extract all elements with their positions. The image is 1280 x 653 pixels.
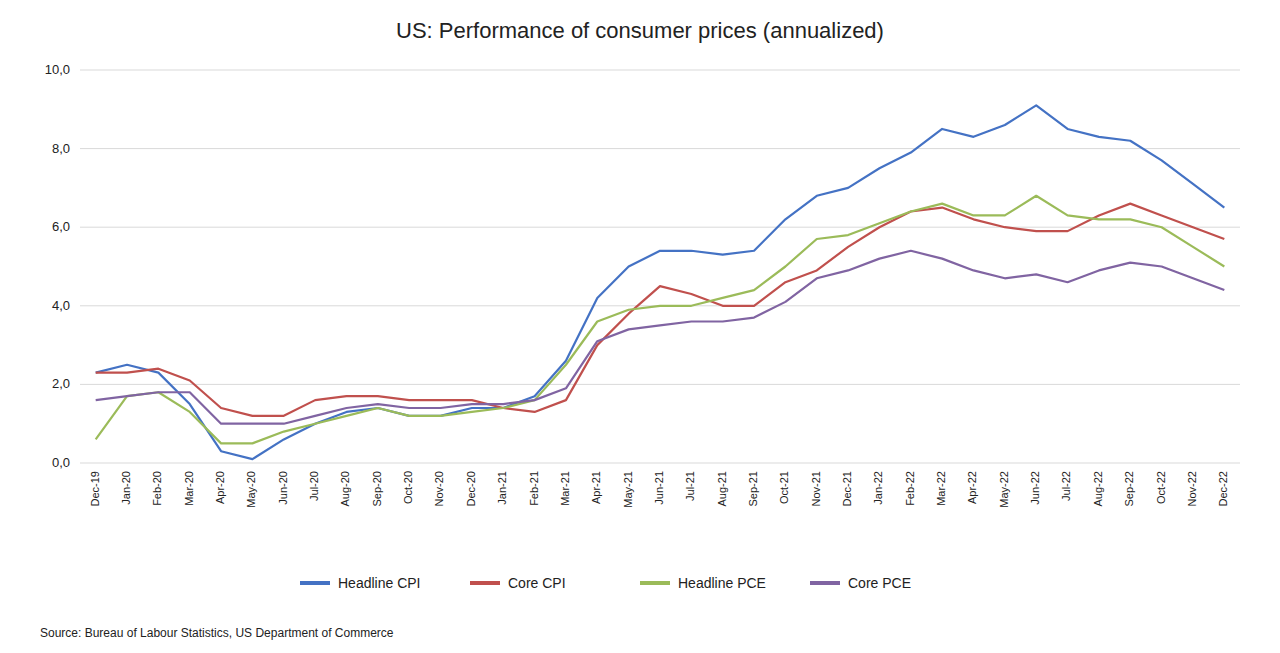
x-tick-labels: Dec-19 Jan-20 Feb-20 Mar-20 Apr-20 May-20 Jun-… (89, 471, 1230, 508)
legend-label: Core PCE (848, 575, 911, 591)
grid-line (80, 227, 1240, 228)
x-tick-label: Nov-20 (433, 471, 445, 506)
y-tick-label: 4,0 (52, 298, 70, 313)
y-tick-labels: 0,0 2,0 4,0 6,0 8,0 10,0 (45, 62, 70, 470)
legend-swatch (470, 581, 500, 585)
x-tick-label: May-22 (998, 471, 1010, 508)
x-tick-label: Sep-21 (747, 471, 759, 506)
title: US: Performance of consumer prices (annu… (396, 18, 884, 43)
chart: US: Performance of consumer prices (annu… (0, 0, 1280, 653)
lines (96, 105, 1225, 459)
legend-swatch (300, 581, 330, 585)
x-tick-label: Mar-20 (183, 471, 195, 506)
x-tick-label: Feb-22 (904, 471, 916, 506)
x-tick-label: Apr-22 (966, 471, 978, 504)
x-tick-label: Mar-22 (935, 471, 947, 506)
series-line (96, 196, 1225, 444)
x-tick-label: Aug-21 (716, 471, 728, 506)
grid-line (80, 148, 1240, 149)
x-tick-label: Dec-22 (1217, 471, 1229, 506)
x-tick-label: Jul-20 (308, 471, 320, 501)
x-tick-label: Jan-21 (496, 471, 508, 505)
x-tick-label: Jul-21 (684, 471, 696, 501)
series-line (96, 105, 1225, 459)
x-tick-label: May-21 (622, 471, 634, 508)
x-tick-label: May-20 (245, 471, 257, 508)
x-tick-label: Feb-20 (151, 471, 163, 506)
x-tick-label: Oct-22 (1155, 471, 1167, 504)
x-tick-label: Jan-22 (872, 471, 884, 505)
legend-swatch (640, 581, 670, 585)
x-tick-label: Jun-20 (277, 471, 289, 505)
x-tick-label: Mar-21 (559, 471, 571, 506)
y-tick-label: 0,0 (52, 455, 70, 470)
legend-label: Headline CPI (338, 575, 421, 591)
x-tick-label: Dec-20 (465, 471, 477, 506)
x-tick-label: Jun-21 (653, 471, 665, 505)
x-tick-label: Oct-21 (778, 471, 790, 504)
y-tick-label: 2,0 (52, 376, 70, 391)
grid (80, 70, 1240, 463)
x-tick-label: Oct-20 (402, 471, 414, 504)
grid-line (80, 70, 1240, 71)
series-line (96, 251, 1225, 424)
y-tick-label: 8,0 (52, 141, 70, 156)
legend-label: Core CPI (508, 575, 566, 591)
y-tick-label: 10,0 (45, 62, 70, 77)
x-tick-label: Sep-20 (371, 471, 383, 506)
legend-label: Headline PCE (678, 575, 766, 591)
x-tick-label: Jan-20 (120, 471, 132, 505)
x-tick-label: Dec-19 (89, 471, 101, 506)
x-tick-label: Apr-20 (214, 471, 226, 504)
legend: Headline CPI Core CPI Headline PCE Core PCE (300, 575, 911, 591)
x-tick-label: Nov-22 (1186, 471, 1198, 506)
legend-swatch (810, 581, 840, 585)
x-tick-label: Apr-21 (590, 471, 602, 504)
x-tick-label: Jun-22 (1029, 471, 1041, 505)
x-tick-label: Jul-22 (1060, 471, 1072, 501)
source: Source: Bureau of Labour Statistics, US … (40, 626, 394, 640)
x-tick-label: Feb-21 (528, 471, 540, 506)
x-tick-label: Aug-22 (1092, 471, 1104, 506)
grid-line (80, 384, 1240, 385)
grid-line (80, 463, 1240, 464)
x-tick-label: Aug-20 (339, 471, 351, 506)
y-tick-label: 6,0 (52, 219, 70, 234)
x-tick-label: Nov-21 (810, 471, 822, 506)
x-tick-label: Dec-21 (841, 471, 853, 506)
x-tick-label: Sep-22 (1123, 471, 1135, 506)
series-line (96, 204, 1225, 416)
